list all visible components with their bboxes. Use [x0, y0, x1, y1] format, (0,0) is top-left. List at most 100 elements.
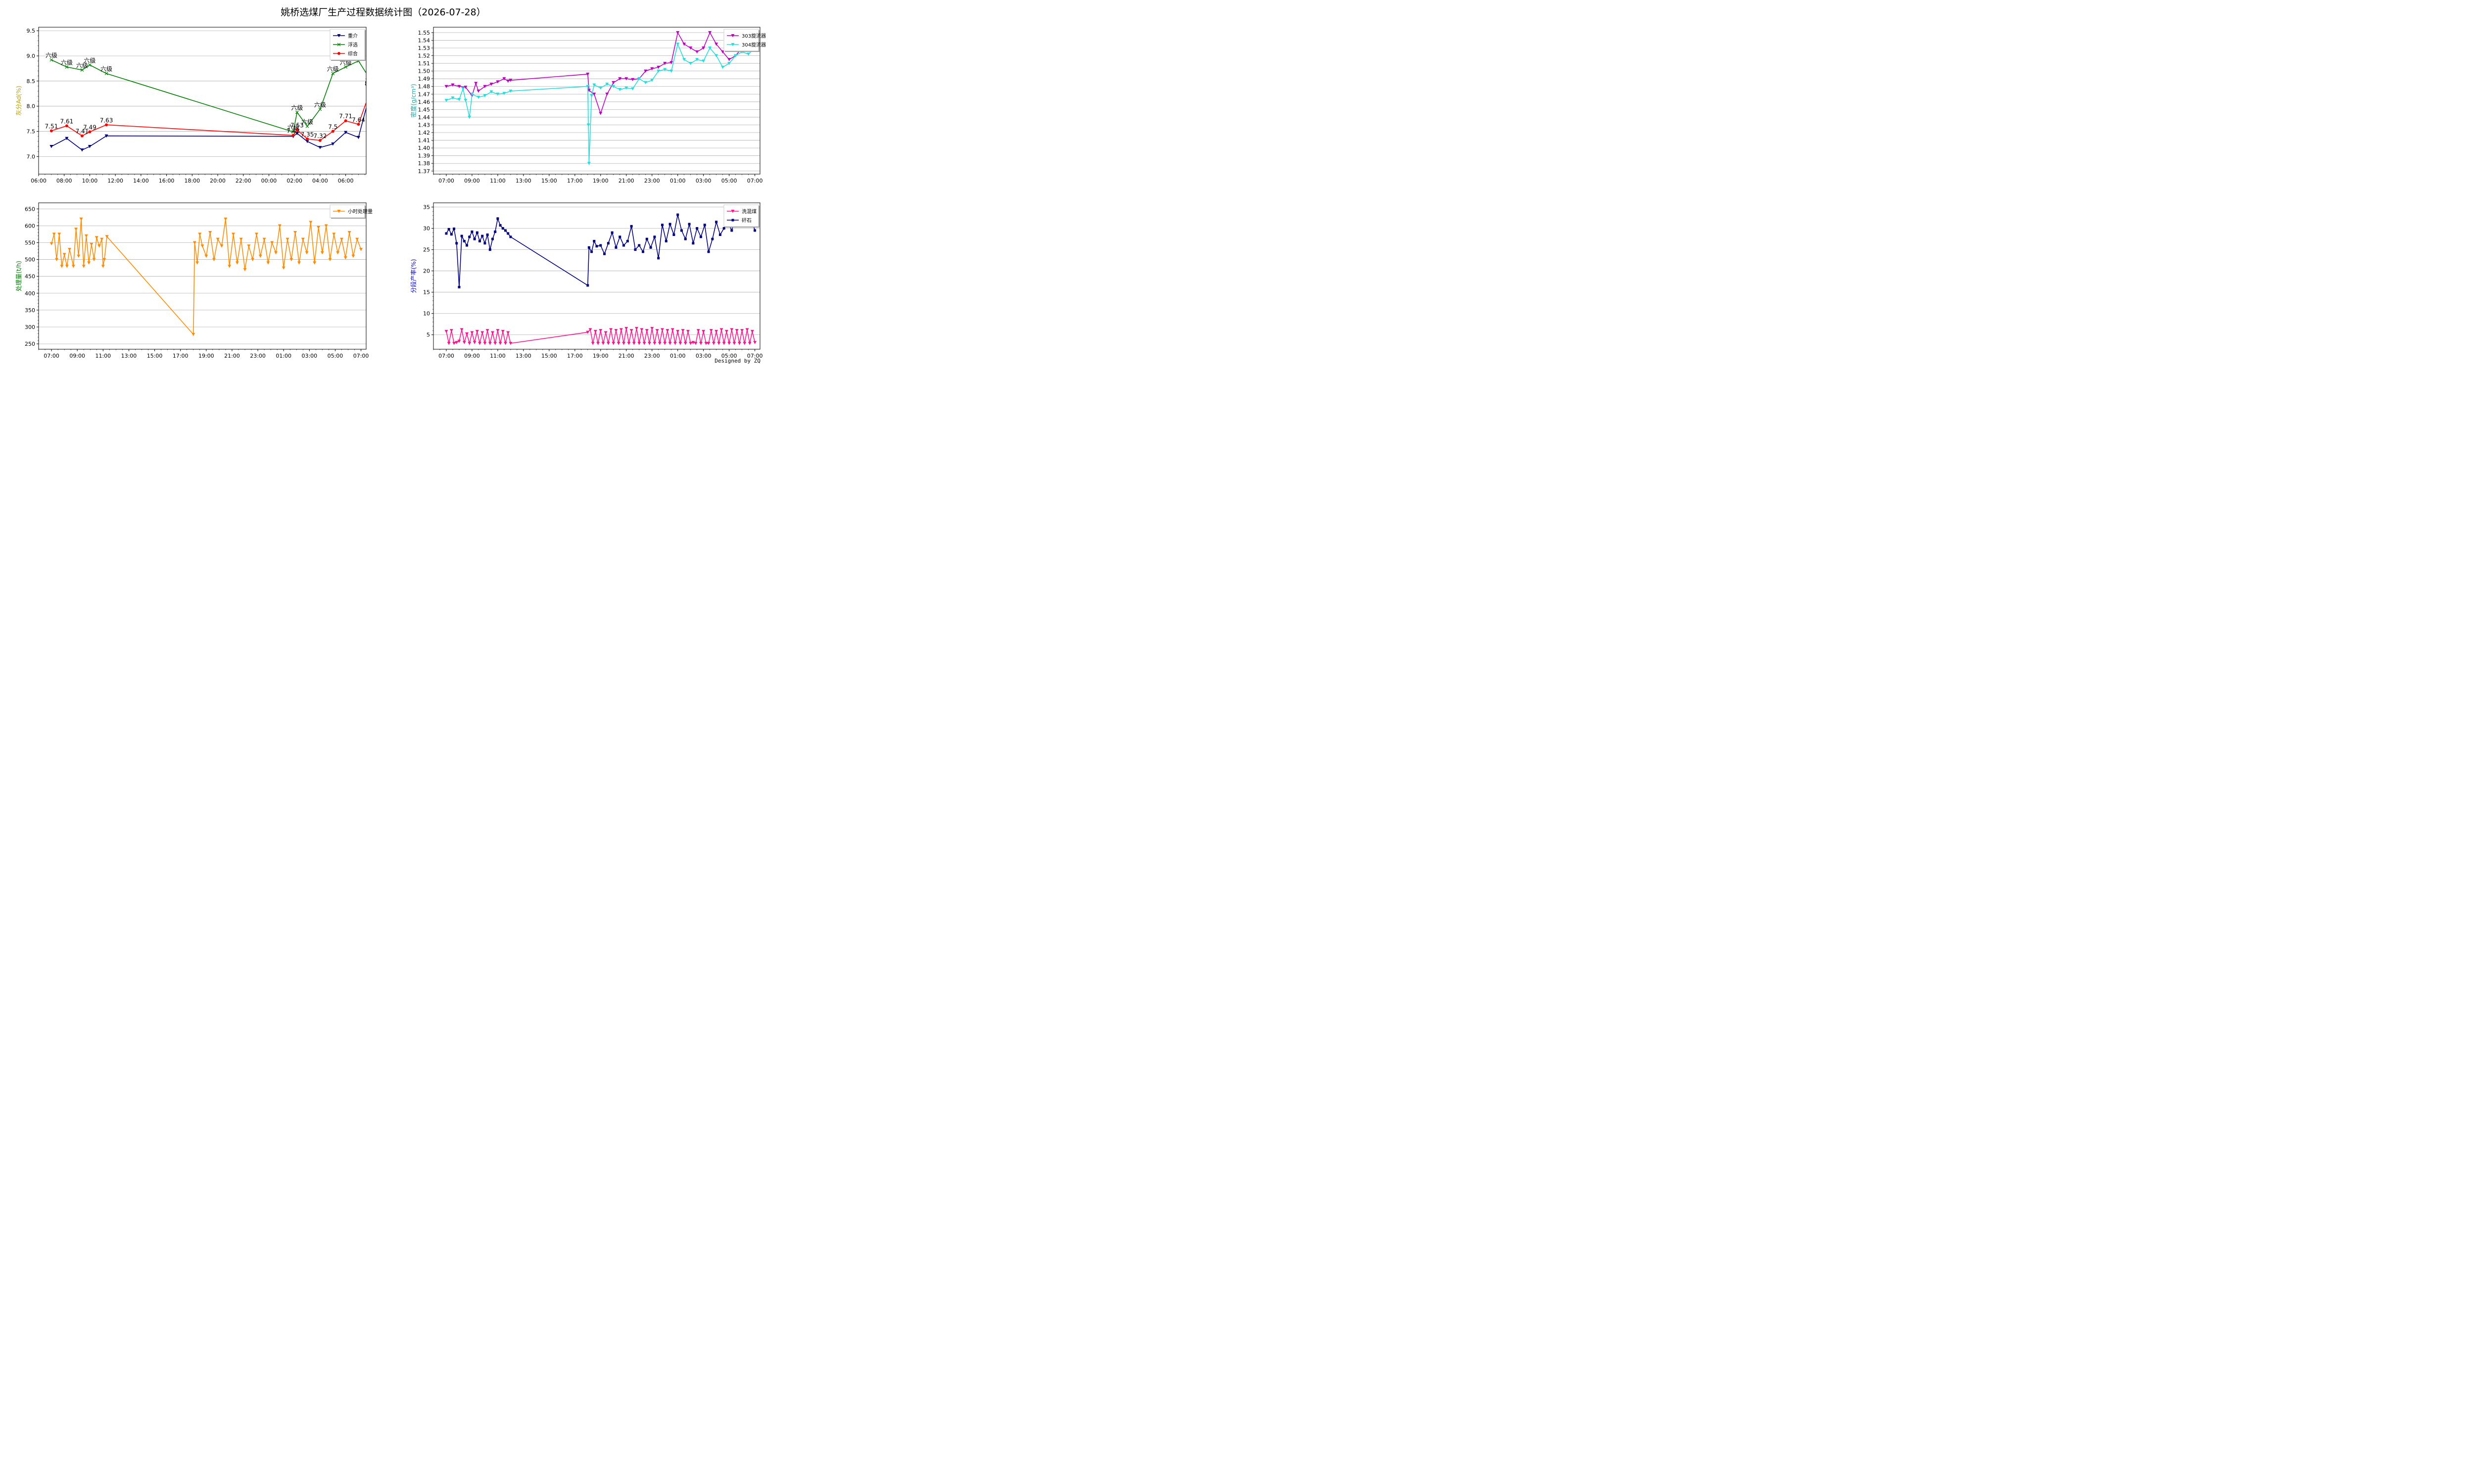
y-tick-label: 300	[25, 324, 35, 330]
data-label: 六级	[84, 57, 95, 64]
data-point	[653, 341, 657, 345]
data-point	[451, 83, 455, 87]
data-point	[470, 331, 474, 334]
data-point	[638, 244, 641, 247]
data-point	[684, 237, 687, 240]
data-label: 八级	[404, 55, 416, 62]
series-line	[51, 59, 366, 133]
x-tick-label: 10:00	[82, 178, 98, 184]
data-point	[339, 237, 343, 241]
axes-frame	[38, 202, 367, 350]
data-point	[627, 341, 631, 345]
data-point	[471, 231, 474, 233]
data-point	[466, 244, 469, 247]
data-point	[305, 139, 309, 143]
x-tick-label: 12:00	[107, 178, 123, 184]
data-point	[258, 254, 262, 258]
data-point	[483, 85, 487, 89]
data-point	[595, 245, 598, 248]
y-tick-label: 1.47	[418, 91, 430, 97]
legend-label: 洗混煤	[742, 208, 757, 215]
data-point	[653, 235, 656, 238]
x-tick-label: 09:00	[464, 178, 480, 184]
y-tick-label: 7.5	[27, 129, 36, 135]
data-point	[291, 130, 295, 134]
data-point	[357, 123, 360, 126]
data-point	[336, 251, 340, 255]
data-label: 六级	[291, 104, 303, 111]
data-point	[447, 341, 451, 345]
data-point	[714, 54, 718, 58]
data-point	[463, 239, 466, 242]
data-point	[297, 261, 301, 265]
legend: 小时处理量	[330, 204, 373, 219]
legend-label: 304旋流器	[742, 42, 766, 48]
data-point	[599, 112, 603, 115]
data-point	[673, 341, 677, 345]
data-point	[68, 248, 72, 251]
data-point	[665, 239, 667, 242]
data-point	[689, 341, 693, 345]
data-point	[232, 232, 236, 236]
data-point	[282, 266, 285, 270]
y-axis-label: 分段产率(%)	[410, 259, 417, 293]
y-tick-label: 1.41	[418, 138, 430, 144]
y-tick-label: 550	[25, 239, 35, 246]
data-point	[278, 224, 282, 228]
data-point	[695, 58, 699, 61]
data-point	[451, 96, 455, 100]
y-tick-label: 650	[25, 206, 35, 212]
data-point	[714, 329, 718, 333]
y-tick-label: 8.0	[27, 103, 36, 110]
data-point	[480, 331, 484, 334]
data-point	[483, 341, 487, 345]
data-point	[663, 68, 667, 72]
legend-marker	[337, 52, 340, 55]
x-tick-label: 03:00	[301, 353, 317, 359]
data-point	[688, 223, 691, 226]
data-point	[642, 250, 645, 253]
data-point	[54, 258, 58, 262]
data-point	[458, 285, 461, 288]
data-point	[586, 330, 590, 334]
data-point	[708, 31, 712, 35]
data-label: 7.63	[100, 117, 113, 124]
data-label: 7.51	[45, 123, 58, 130]
data-point	[328, 258, 332, 262]
data-point	[695, 50, 699, 54]
data-point	[464, 98, 468, 102]
legend-label: 303旋流器	[742, 33, 766, 39]
data-point	[473, 237, 476, 240]
data-point	[732, 341, 736, 345]
x-tick-label: 17:00	[173, 353, 189, 359]
data-point	[590, 94, 594, 97]
x-tick-label: 13:00	[516, 353, 531, 359]
x-tick-label: 16:00	[159, 178, 175, 184]
data-point	[331, 130, 334, 133]
y-tick-label: 1.50	[418, 68, 430, 75]
y-tick-label: 5	[427, 332, 430, 338]
data-point	[465, 332, 469, 336]
x-tick-label: 18:00	[184, 178, 200, 184]
data-point	[676, 213, 679, 216]
data-point	[408, 62, 411, 65]
data-point	[382, 110, 386, 113]
y-tick-label: 1.48	[418, 84, 430, 90]
data-point	[496, 217, 499, 220]
data-point	[453, 227, 456, 230]
data-point	[618, 77, 622, 81]
x-tick-label: 05:00	[721, 178, 737, 184]
x-tick-label: 01:00	[276, 353, 291, 359]
data-point	[274, 251, 278, 255]
data-label: 八级	[365, 73, 377, 80]
data-point	[79, 217, 83, 221]
legend-marker	[731, 34, 735, 38]
data-point	[317, 226, 321, 230]
data-point	[444, 85, 448, 89]
data-point	[502, 92, 506, 95]
axes-frame	[38, 27, 367, 175]
plot-area: 六级六级六级六级六级六级六级六级六级六级六级六级八级八级八级八级7.517.61…	[45, 52, 416, 152]
y-tick-label: 15	[423, 289, 430, 296]
data-point	[644, 81, 648, 85]
data-point	[663, 62, 667, 65]
